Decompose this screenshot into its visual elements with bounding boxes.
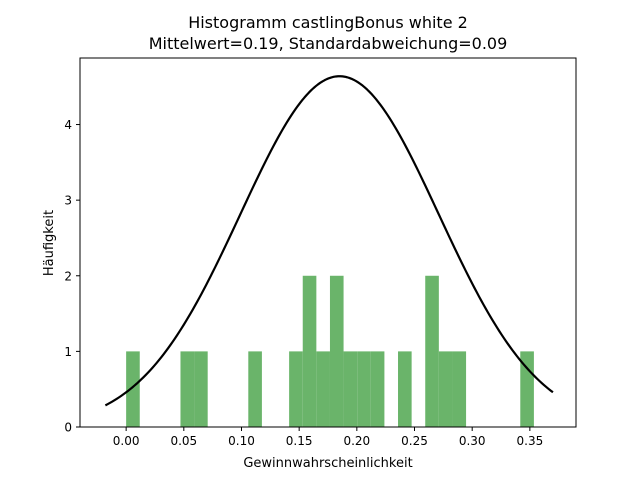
- y-tick-label: 4: [64, 118, 72, 132]
- x-tick-label: 0.10: [228, 434, 255, 448]
- y-axis-label: Häufigkeit: [42, 210, 57, 276]
- y-axis-ticks: 0 1 2 3 4: [64, 118, 80, 435]
- histogram-bar: [398, 351, 412, 427]
- x-axis-ticks: 0.00 0.05 0.10 0.15 0.20 0.25 0.30 0.35: [113, 427, 543, 448]
- plot-area-frame: [79, 57, 577, 428]
- histogram-bar: [194, 351, 208, 427]
- histogram-bars: [126, 275, 534, 427]
- histogram-bar: [370, 351, 385, 427]
- histogram-bar: [126, 351, 140, 427]
- chart-title: Histogramm castlingBonus white 2: [188, 13, 468, 32]
- x-tick-label: 0.35: [517, 434, 544, 448]
- histogram-bar: [329, 275, 344, 427]
- normal-curve-layer: [104, 75, 554, 407]
- y-tick-label: 0: [64, 421, 72, 435]
- normal-distribution-curve: [104, 75, 554, 407]
- x-tick-label: 0.15: [286, 434, 313, 448]
- histogram-bar: [425, 275, 439, 427]
- histogram-bar: [452, 351, 467, 427]
- histogram-bar: [343, 351, 358, 427]
- histogram-bar: [289, 351, 303, 427]
- y-tick-label: 2: [64, 269, 72, 283]
- histogram-bar: [520, 351, 534, 427]
- x-tick-label: 0.20: [343, 434, 370, 448]
- histogram-bar: [248, 351, 262, 427]
- histogram-bar: [316, 351, 330, 427]
- histogram-bar: [180, 351, 195, 427]
- y-tick-label: 3: [64, 194, 72, 208]
- y-tick-label: 1: [64, 345, 72, 359]
- histogram-bar: [302, 275, 317, 427]
- x-tick-label: 0.30: [459, 434, 486, 448]
- chart-subtitle: Mittelwert=0.19, Standardabweichung=0.09: [149, 34, 508, 53]
- histogram-bar: [357, 351, 371, 427]
- histogram-bar: [438, 351, 453, 427]
- x-tick-label: 0.00: [113, 434, 140, 448]
- x-tick-label: 0.25: [401, 434, 428, 448]
- x-axis-label: Gewinnwahrscheinlichkeit: [243, 456, 412, 471]
- x-tick-label: 0.05: [170, 434, 197, 448]
